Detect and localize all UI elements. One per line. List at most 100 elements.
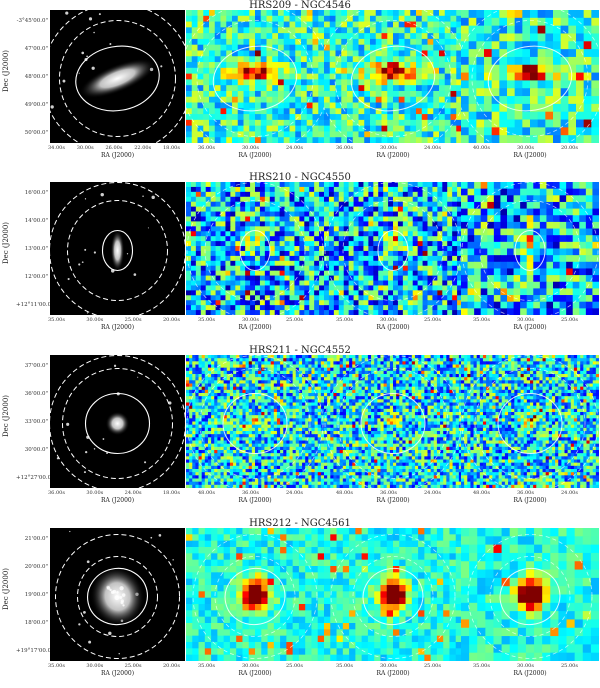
star	[87, 312, 88, 313]
x-tick-label: 25.00s	[286, 663, 303, 669]
star	[85, 198, 86, 199]
star	[87, 560, 90, 563]
x-tick-label: 36.00s	[242, 490, 259, 496]
x-tick-label: 35.00s	[198, 663, 215, 669]
flux-map-panel	[461, 182, 599, 315]
x-tick-label: 24.00s	[286, 145, 303, 151]
star	[63, 80, 66, 83]
x-tick-label: 30.00s	[86, 663, 103, 669]
star	[51, 105, 54, 108]
y-axis-label: Dec (J2000)	[2, 395, 10, 437]
x-axis-label: RA (J2000)	[358, 670, 428, 677]
x-tick-label: 30.00s	[86, 490, 103, 496]
y-axis-label: Dec (J2000)	[2, 50, 10, 92]
y-tick-label: 49'00.0"	[16, 102, 48, 108]
x-tick-label: 30.00s	[380, 663, 397, 669]
star	[86, 56, 88, 58]
x-tick-label: 40.00s	[473, 145, 490, 151]
star	[109, 43, 111, 45]
x-axis-label: RA (J2000)	[220, 497, 290, 504]
optical-image-panel	[50, 10, 185, 143]
x-axis-label: RA (J2000)	[83, 324, 153, 331]
star	[85, 451, 87, 453]
star	[81, 52, 84, 55]
y-tick-label: 36'00.0"	[16, 391, 48, 397]
x-axis-label: RA (J2000)	[83, 152, 153, 159]
x-tick-label: 25.00s	[286, 317, 303, 323]
x-tick-label: 30.00s	[242, 317, 259, 323]
x-tick-label: 24.00s	[286, 490, 303, 496]
x-axis-label: RA (J2000)	[220, 324, 290, 331]
x-tick-label: 20.00s	[561, 145, 578, 151]
y-tick-label: 14'00.0"	[16, 218, 48, 224]
x-tick-label: 22.00s	[134, 145, 151, 151]
optical-image-panel	[50, 528, 185, 661]
flux-map-panel	[461, 528, 599, 661]
star	[92, 67, 95, 70]
galaxy-image	[111, 230, 125, 271]
star	[84, 249, 86, 251]
star	[108, 632, 111, 635]
x-tick-label: 25.00s	[125, 663, 142, 669]
x-tick-label: 48.00s	[473, 490, 490, 496]
flux-map-panel	[186, 10, 324, 143]
star	[144, 461, 146, 463]
star	[89, 17, 92, 20]
galaxy-image	[106, 412, 130, 436]
flux-map-panel	[461, 355, 599, 488]
y-tick-label: 18'00.0"	[16, 620, 48, 626]
y-tick-label: 37'00.0"	[16, 363, 48, 369]
x-tick-label: 24.00s	[561, 490, 578, 496]
star	[93, 32, 95, 34]
star	[103, 438, 105, 440]
x-tick-label: 30.00s	[517, 663, 534, 669]
star	[94, 251, 96, 253]
star	[84, 471, 86, 473]
x-tick-label: 48.00s	[198, 490, 215, 496]
x-tick-label: 18.00s	[163, 145, 180, 151]
star	[83, 611, 86, 614]
star	[66, 423, 69, 426]
star	[114, 365, 116, 367]
star	[101, 193, 104, 196]
x-axis-label: RA (J2000)	[495, 497, 565, 504]
x-tick-label: 36.00s	[336, 145, 353, 151]
y-tick-label: 47'00.0"	[16, 46, 48, 52]
y-tick-label: 20'00.0"	[16, 564, 48, 570]
flux-map-panel	[186, 528, 324, 661]
x-tick-label: 35.00s	[473, 663, 490, 669]
star	[68, 278, 70, 280]
star	[119, 653, 120, 654]
star	[137, 377, 138, 378]
y-tick-label: 13'00.0"	[16, 246, 48, 252]
y-tick-label: 19'00.0"	[16, 592, 48, 598]
star	[78, 263, 80, 265]
x-tick-label: 35.00s	[48, 317, 65, 323]
x-tick-label: 34.00s	[48, 145, 65, 151]
star	[134, 273, 137, 276]
x-tick-label: 48.00s	[336, 490, 353, 496]
star	[88, 641, 91, 644]
y-tick-label: 30'00.0"	[16, 447, 48, 453]
x-tick-label: 25.00s	[424, 663, 441, 669]
y-tick-label: +12°27'00.0"	[16, 475, 48, 481]
star	[159, 534, 162, 537]
flux-map-panel	[324, 182, 462, 315]
x-tick-label: 25.00s	[424, 317, 441, 323]
star	[65, 11, 68, 14]
x-tick-label: 30.00s	[517, 145, 534, 151]
y-tick-label: 50'00.0"	[16, 130, 48, 136]
x-tick-label: 30.00s	[380, 145, 397, 151]
x-axis-label: RA (J2000)	[358, 152, 428, 159]
star	[127, 253, 128, 254]
x-axis-label: RA (J2000)	[220, 152, 290, 159]
x-tick-label: 36.00s	[198, 145, 215, 151]
x-axis-label: RA (J2000)	[495, 324, 565, 331]
star	[142, 196, 143, 197]
y-axis-label: Dec (J2000)	[2, 568, 10, 610]
x-tick-label: 35.00s	[198, 317, 215, 323]
star	[99, 13, 101, 15]
